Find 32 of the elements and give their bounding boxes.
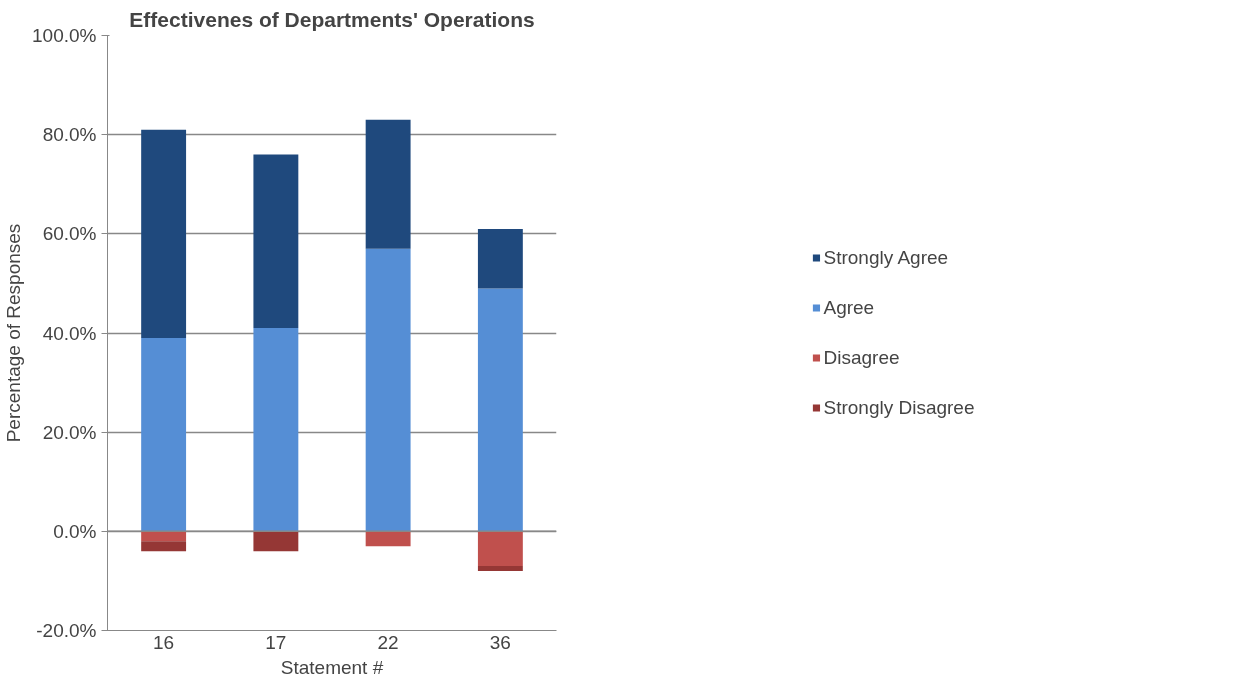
bar	[253, 328, 299, 532]
legend-label: Agree	[823, 296, 875, 319]
x-axis-title: Statement #	[280, 656, 384, 678]
bar	[365, 248, 411, 532]
bar	[365, 531, 411, 547]
y-tick-label: 40.0%	[42, 322, 97, 344]
bar	[141, 129, 187, 338]
bar	[141, 531, 187, 542]
legend-label: Strongly Agree	[823, 246, 949, 269]
legend-label: Strongly Disagree	[823, 396, 975, 419]
y-tick-label: 100.0%	[32, 25, 97, 46]
bar	[141, 541, 187, 552]
x-tick-label: 22	[377, 631, 399, 653]
x-tick-label: 36	[489, 631, 511, 653]
bar	[477, 566, 523, 571]
bar	[253, 154, 299, 329]
bar	[365, 119, 411, 249]
y-tick-label: -20.0%	[36, 620, 97, 641]
y-tick-label: 20.0%	[42, 421, 97, 443]
y-tick-label: 80.0%	[42, 124, 97, 146]
x-tick-label: 16	[153, 631, 175, 653]
bar	[253, 531, 299, 552]
bar	[477, 228, 523, 289]
bar	[477, 288, 523, 532]
y-tick-label: 0.0%	[53, 520, 97, 542]
y-axis-title: Percentage of Responses	[3, 223, 25, 443]
legend-label: Disagree	[823, 346, 900, 369]
x-tick-label: 17	[265, 631, 287, 653]
bar	[477, 531, 523, 567]
chart-title: Effectivenes of Departments' Operations	[129, 7, 535, 31]
bar	[141, 337, 187, 532]
y-tick-label: 60.0%	[42, 223, 97, 245]
